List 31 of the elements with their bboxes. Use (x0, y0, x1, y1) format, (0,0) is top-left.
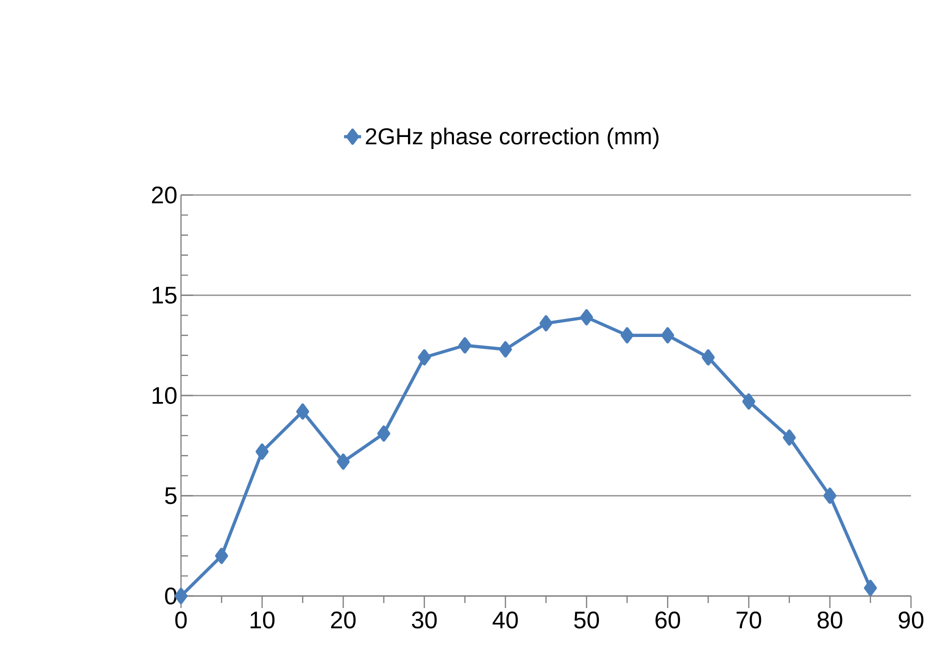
point (336, 454, 350, 470)
y-tick-label: 10 (152, 387, 177, 404)
point (782, 429, 796, 446)
point (296, 403, 310, 420)
point (498, 341, 512, 358)
x-tick-label: 30 (412, 612, 437, 629)
point (702, 349, 715, 366)
point (540, 315, 552, 332)
point (580, 309, 594, 326)
point (620, 327, 634, 344)
y-tick-label: 5 (165, 487, 176, 504)
point (215, 548, 228, 564)
x-tick-label: 50 (574, 612, 599, 629)
x-tick-label: 70 (736, 612, 762, 629)
x-tick-label: 10 (250, 612, 275, 629)
point (458, 337, 472, 354)
point (256, 444, 269, 460)
point (418, 349, 431, 366)
point (377, 425, 390, 442)
point (742, 393, 756, 410)
x-tick-label: 90 (898, 612, 924, 629)
point (661, 327, 674, 344)
x-tick-label: 60 (656, 612, 680, 629)
x-tick-label: 20 (331, 612, 356, 629)
x-tick-label: 80 (818, 612, 842, 629)
point (864, 580, 877, 596)
x-tick-label: 40 (492, 612, 518, 629)
y-tick-label: 20 (152, 186, 177, 204)
legend-label: 2GHz phase correction (mm) (366, 128, 658, 150)
point (823, 488, 836, 504)
y-tick-label: 15 (152, 286, 176, 304)
